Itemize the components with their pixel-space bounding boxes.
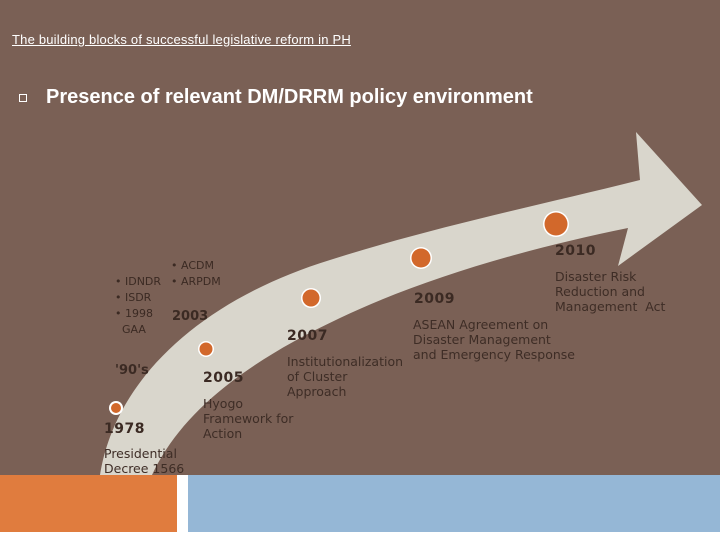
desc-1978: Presidential Decree 1566	[104, 446, 185, 476]
footer-bar-gap	[177, 475, 188, 532]
desc-2009: ASEAN Agreement on Disaster Management a…	[413, 317, 575, 362]
list-item: • ARPDM	[171, 275, 221, 288]
year-2009: 2009	[414, 291, 455, 307]
timeline-node-2005	[198, 341, 214, 357]
list-item: • ACDM	[171, 259, 214, 272]
list-item: • ISDR	[115, 291, 152, 304]
desc-2010: Disaster Risk Reduction and Management A…	[555, 269, 666, 314]
year-2010: 2010	[555, 243, 596, 259]
year-90s: '90's	[115, 363, 149, 378]
list-item: • 1998	[115, 307, 153, 320]
acdm-arpdm-list: • ACDM • ARPDM	[171, 258, 221, 290]
footer-bottom-strip	[0, 532, 720, 540]
desc-2007: Institutionalization of Cluster Approach	[287, 354, 404, 399]
footer-bar-right	[188, 475, 720, 532]
nineties-list: • IDNDR • ISDR • 1998 GAA	[115, 274, 161, 338]
list-item: GAA	[115, 323, 146, 336]
year-2003: 2003	[172, 309, 209, 324]
desc-2005: Hyogo Framework for Action	[203, 396, 294, 441]
timeline-node-2010	[543, 211, 569, 237]
footer-bar-left	[0, 475, 177, 532]
year-2007: 2007	[287, 328, 328, 344]
timeline-node-2007	[301, 288, 321, 308]
timeline-node-1978	[109, 401, 123, 415]
slide-top-title: The building blocks of successful legisl…	[12, 32, 351, 47]
timeline-node-2009	[410, 247, 432, 269]
list-item: • IDNDR	[115, 275, 162, 288]
year-1978: 1978	[104, 421, 145, 437]
slide-heading: Presence of relevant DM/DRRM policy envi…	[46, 86, 533, 108]
square-bullet-icon	[19, 94, 27, 102]
year-2005: 2005	[203, 370, 244, 386]
